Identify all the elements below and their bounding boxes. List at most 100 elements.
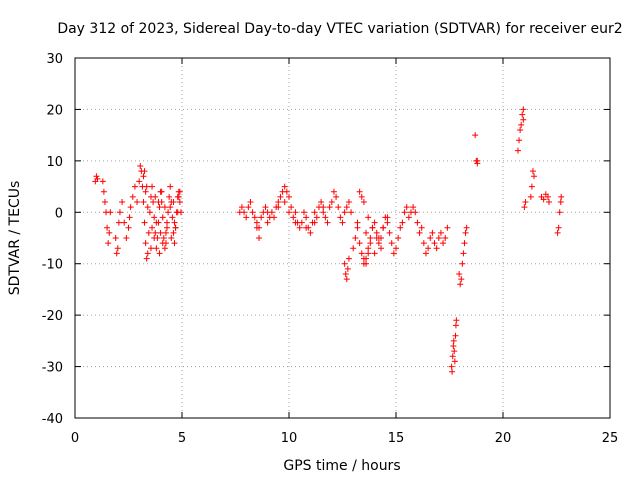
data-point [175, 193, 182, 200]
data-point [116, 209, 123, 216]
x-tick-label: 0 [71, 431, 79, 446]
data-point [435, 235, 442, 241]
data-point [176, 199, 183, 205]
data-point [262, 204, 269, 211]
data-point [277, 193, 284, 200]
data-point [115, 219, 122, 226]
data-point [557, 199, 564, 205]
data-point [157, 229, 164, 236]
data-point [318, 199, 325, 205]
data-point [388, 240, 395, 247]
data-point [328, 199, 335, 205]
data-point [143, 183, 150, 190]
data-point [371, 250, 378, 257]
data-point [144, 250, 151, 257]
data-point [171, 240, 178, 247]
data-point [520, 116, 527, 123]
data-point [527, 193, 534, 200]
data-point [131, 183, 138, 190]
data-point [414, 219, 421, 226]
data-point [100, 188, 107, 195]
data-point [141, 219, 148, 226]
data-point [264, 219, 271, 226]
data-point [521, 204, 528, 211]
data-point [345, 199, 352, 205]
data-point [123, 235, 130, 241]
data-point [462, 229, 469, 236]
data-point [137, 163, 144, 169]
data-point [151, 235, 158, 241]
data-point [161, 204, 168, 211]
data-point [101, 199, 108, 205]
data-point [330, 188, 337, 195]
data-point [452, 322, 459, 329]
data-point [367, 240, 374, 247]
data-point [145, 229, 152, 236]
data-point [151, 214, 158, 221]
data-point [170, 199, 177, 205]
data-point [399, 219, 406, 226]
data-point [158, 188, 165, 195]
data-point [333, 193, 340, 200]
data-point [555, 224, 562, 231]
data-point [322, 214, 329, 221]
data-point [416, 229, 423, 236]
data-point [94, 175, 101, 182]
data-point [433, 245, 440, 252]
x-tick-label: 15 [388, 431, 405, 446]
data-point [156, 204, 163, 211]
data-point [303, 214, 310, 221]
data-point [373, 229, 380, 236]
data-point [307, 229, 314, 236]
data-point [142, 188, 149, 195]
data-point [152, 229, 159, 236]
data-point [339, 219, 346, 226]
data-point [164, 219, 171, 226]
x-tick-label: 20 [495, 431, 512, 446]
data-point [162, 229, 169, 236]
data-point [112, 235, 119, 241]
data-point [350, 245, 357, 252]
data-point [444, 224, 451, 231]
data-point [450, 343, 457, 349]
data-point [393, 245, 399, 252]
data-point [93, 173, 100, 180]
data-point [369, 224, 376, 231]
data-point [167, 204, 174, 211]
x-tick-label: 25 [602, 431, 619, 446]
data-point [153, 245, 160, 252]
x-tick-label: 5 [178, 431, 186, 446]
y-axis-label: SDTVAR / TECUs [7, 181, 23, 296]
data-point [405, 214, 412, 221]
data-point [292, 219, 299, 226]
data-point [429, 229, 436, 236]
data-point [403, 204, 410, 211]
data-point [448, 363, 455, 370]
data-point [457, 281, 464, 288]
data-point [384, 214, 391, 221]
data-point [253, 219, 260, 226]
data-point [275, 199, 282, 205]
data-point [472, 132, 479, 139]
data-point [386, 229, 393, 236]
data-point [150, 199, 157, 205]
data-point [420, 240, 427, 247]
data-point [176, 188, 183, 195]
y-tick-label: 20 [46, 103, 63, 118]
data-point [283, 188, 290, 195]
data-point [410, 204, 417, 211]
data-point [140, 173, 147, 180]
data-point [171, 219, 178, 226]
data-point [474, 157, 481, 164]
data-point [375, 240, 382, 247]
data-point [172, 224, 179, 231]
data-point [356, 240, 363, 247]
data-point [440, 240, 447, 247]
data-point [335, 204, 342, 211]
data-point [313, 214, 320, 221]
data-point [371, 219, 378, 226]
data-point [451, 348, 458, 355]
data-point [253, 224, 260, 231]
data-point [516, 137, 523, 144]
